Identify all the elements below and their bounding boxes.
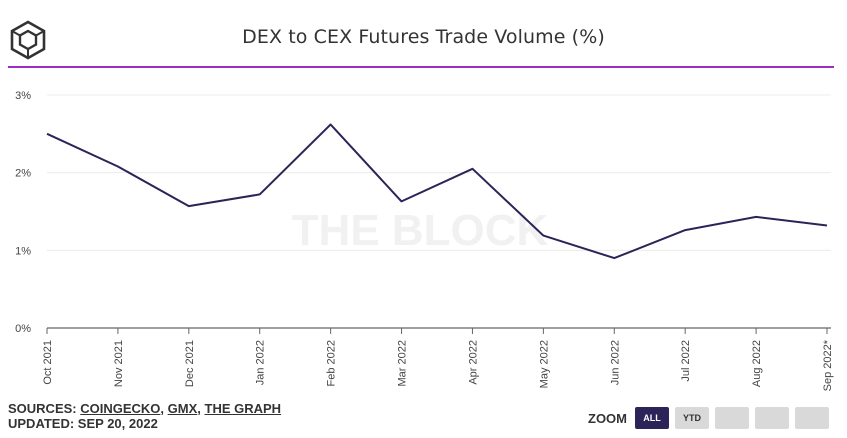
source-link-the-graph[interactable]: THE GRAPH — [204, 401, 282, 416]
y-tick-label: 3% — [15, 90, 31, 102]
x-tick-label: Apr 2022 — [467, 340, 479, 385]
x-tick-label: Sep 2022* — [822, 339, 834, 391]
watermark: THE BLOCK — [292, 206, 549, 255]
x-tick-label: Dec 2021 — [184, 340, 196, 387]
zoom-button-4[interactable] — [755, 407, 789, 429]
zoom-button-5[interactable] — [795, 407, 829, 429]
y-tick-label: 2% — [15, 168, 31, 180]
x-tick-label: Aug 2022 — [751, 340, 763, 387]
zoom-button-3[interactable] — [715, 407, 749, 429]
zoom-all-button[interactable]: ALL — [635, 407, 669, 429]
sources-prefix: SOURCES: — [8, 401, 81, 416]
data-point[interactable] — [114, 162, 122, 170]
data-point[interactable] — [43, 130, 51, 138]
sources-separator: , — [197, 401, 205, 416]
line-chart: THE BLOCK 0% 1% 2% 3% Oct 2021 Nov 2021 Dec 2… — [15, 90, 834, 391]
x-tick-label: Oct 2021 — [42, 340, 54, 385]
data-point[interactable] — [539, 232, 547, 240]
x-tick-label: Mar 2022 — [397, 340, 409, 386]
sources-line: SOURCES: COINGECKO, GMX, THE GRAPH — [8, 401, 281, 416]
zoom-ytd-button[interactable]: YTD — [675, 407, 709, 429]
y-tick-label: 1% — [15, 245, 31, 257]
data-point[interactable] — [752, 213, 760, 221]
series-line — [46, 123, 828, 260]
x-tick-label: May 2022 — [538, 340, 550, 388]
x-tick-label: Feb 2022 — [326, 340, 338, 386]
data-point[interactable] — [256, 190, 264, 198]
updated-date: UPDATED: SEP 20, 2022 — [8, 416, 158, 431]
y-tick-label: 0% — [15, 323, 31, 335]
data-point[interactable] — [398, 197, 406, 205]
data-point[interactable] — [185, 202, 193, 210]
data-point[interactable] — [610, 254, 618, 262]
data-point[interactable] — [823, 221, 831, 229]
the-block-logo-icon — [10, 20, 46, 60]
x-tick-label: Jan 2022 — [255, 340, 267, 385]
zoom-label: ZOOM — [588, 410, 627, 426]
zoom-controls: ZOOM ALL YTD — [588, 406, 829, 430]
data-point[interactable] — [327, 121, 335, 129]
x-tick-label: Jul 2022 — [680, 340, 692, 382]
chart-footer: SOURCES: COINGECKO, GMX, THE GRAPH UPDAT… — [8, 401, 281, 431]
sources-separator: , — [160, 401, 168, 416]
data-point[interactable] — [468, 165, 476, 173]
chart-title: DEX to CEX Futures Trade Volume (%) — [242, 26, 605, 48]
x-tick-label: Jun 2022 — [609, 340, 621, 385]
source-link-coingecko[interactable]: COINGECKO — [80, 401, 161, 416]
title-divider — [8, 66, 834, 68]
data-point[interactable] — [681, 226, 689, 234]
x-tick-label: Nov 2021 — [113, 340, 125, 387]
source-link-gmx[interactable]: GMX — [167, 401, 198, 416]
